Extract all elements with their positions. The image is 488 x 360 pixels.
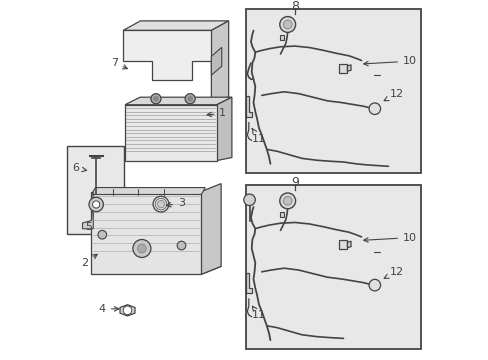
Polygon shape bbox=[279, 35, 284, 40]
Polygon shape bbox=[279, 212, 284, 217]
Text: 10: 10 bbox=[363, 233, 416, 243]
Circle shape bbox=[187, 96, 192, 101]
Circle shape bbox=[368, 279, 380, 291]
Bar bbox=[245, 9, 420, 173]
Circle shape bbox=[244, 194, 255, 206]
Circle shape bbox=[137, 244, 146, 253]
Polygon shape bbox=[347, 65, 350, 71]
Polygon shape bbox=[125, 97, 231, 105]
Polygon shape bbox=[211, 21, 228, 106]
Polygon shape bbox=[246, 273, 251, 293]
Polygon shape bbox=[123, 30, 211, 80]
Polygon shape bbox=[120, 305, 135, 316]
Bar bbox=[245, 185, 420, 349]
Circle shape bbox=[151, 94, 161, 104]
Text: 5: 5 bbox=[85, 222, 92, 232]
Polygon shape bbox=[347, 241, 350, 248]
Circle shape bbox=[89, 197, 103, 212]
Polygon shape bbox=[82, 192, 93, 229]
Bar bbox=[67, 146, 124, 234]
Text: 4: 4 bbox=[99, 304, 119, 314]
Polygon shape bbox=[91, 188, 205, 194]
Text: 9: 9 bbox=[290, 176, 298, 189]
Circle shape bbox=[157, 201, 164, 208]
Text: 11: 11 bbox=[251, 129, 265, 144]
Circle shape bbox=[92, 201, 100, 208]
Text: 10: 10 bbox=[363, 56, 416, 66]
Circle shape bbox=[123, 306, 132, 315]
Text: 7: 7 bbox=[110, 58, 127, 69]
Polygon shape bbox=[211, 47, 221, 75]
Circle shape bbox=[177, 241, 185, 250]
Circle shape bbox=[98, 230, 106, 239]
Text: 12: 12 bbox=[384, 89, 404, 101]
Polygon shape bbox=[91, 192, 201, 274]
Circle shape bbox=[185, 94, 195, 104]
Polygon shape bbox=[338, 64, 347, 73]
Polygon shape bbox=[201, 184, 221, 274]
Text: 8: 8 bbox=[290, 0, 298, 13]
Polygon shape bbox=[91, 266, 221, 274]
Circle shape bbox=[368, 103, 380, 114]
Circle shape bbox=[279, 193, 295, 209]
Text: 6: 6 bbox=[73, 163, 86, 174]
Text: 12: 12 bbox=[384, 267, 404, 278]
Polygon shape bbox=[338, 240, 347, 249]
Circle shape bbox=[153, 196, 168, 212]
Circle shape bbox=[283, 20, 291, 29]
Polygon shape bbox=[125, 105, 216, 161]
Circle shape bbox=[153, 96, 158, 101]
Polygon shape bbox=[246, 96, 251, 117]
Polygon shape bbox=[216, 97, 231, 161]
Polygon shape bbox=[123, 21, 228, 30]
Circle shape bbox=[133, 239, 151, 257]
Circle shape bbox=[283, 197, 291, 205]
Circle shape bbox=[279, 17, 295, 32]
Text: 2: 2 bbox=[81, 254, 97, 268]
Text: 11: 11 bbox=[251, 306, 265, 320]
Text: 1: 1 bbox=[207, 108, 226, 118]
Text: 3: 3 bbox=[166, 198, 184, 208]
